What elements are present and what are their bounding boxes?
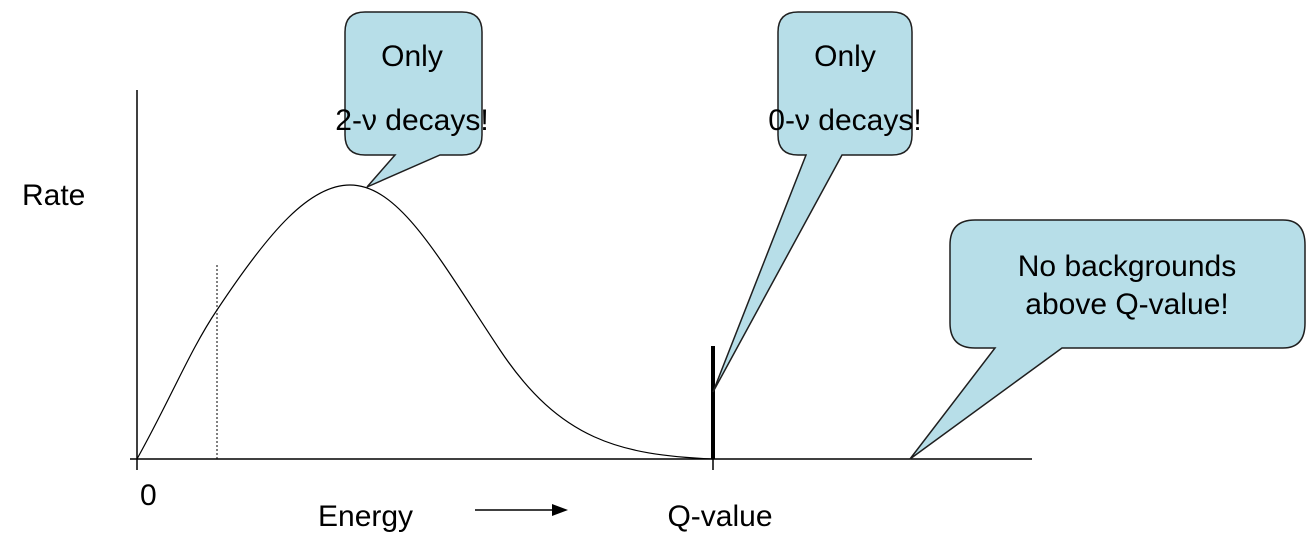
callout-text: above Q-value! [1025,288,1228,321]
y-axis-label: Rate [22,179,85,212]
origin-label: 0 [140,479,157,512]
callout-text: 2-ν decays! [335,104,488,137]
callout-text: 0-ν decays! [768,104,921,137]
q-value-label: Q-value [667,500,772,533]
callout-text: Only [381,40,443,73]
two-nu-spectrum [136,184,714,460]
energy-arrowhead [552,504,568,516]
callout-text: No backgrounds [1018,250,1236,283]
callout-text: Only [814,40,876,73]
callout-bubble [712,11,913,393]
callout-bubble [344,11,483,188]
x-axis-label: Energy [318,500,413,533]
callout-bubble [909,219,1306,460]
